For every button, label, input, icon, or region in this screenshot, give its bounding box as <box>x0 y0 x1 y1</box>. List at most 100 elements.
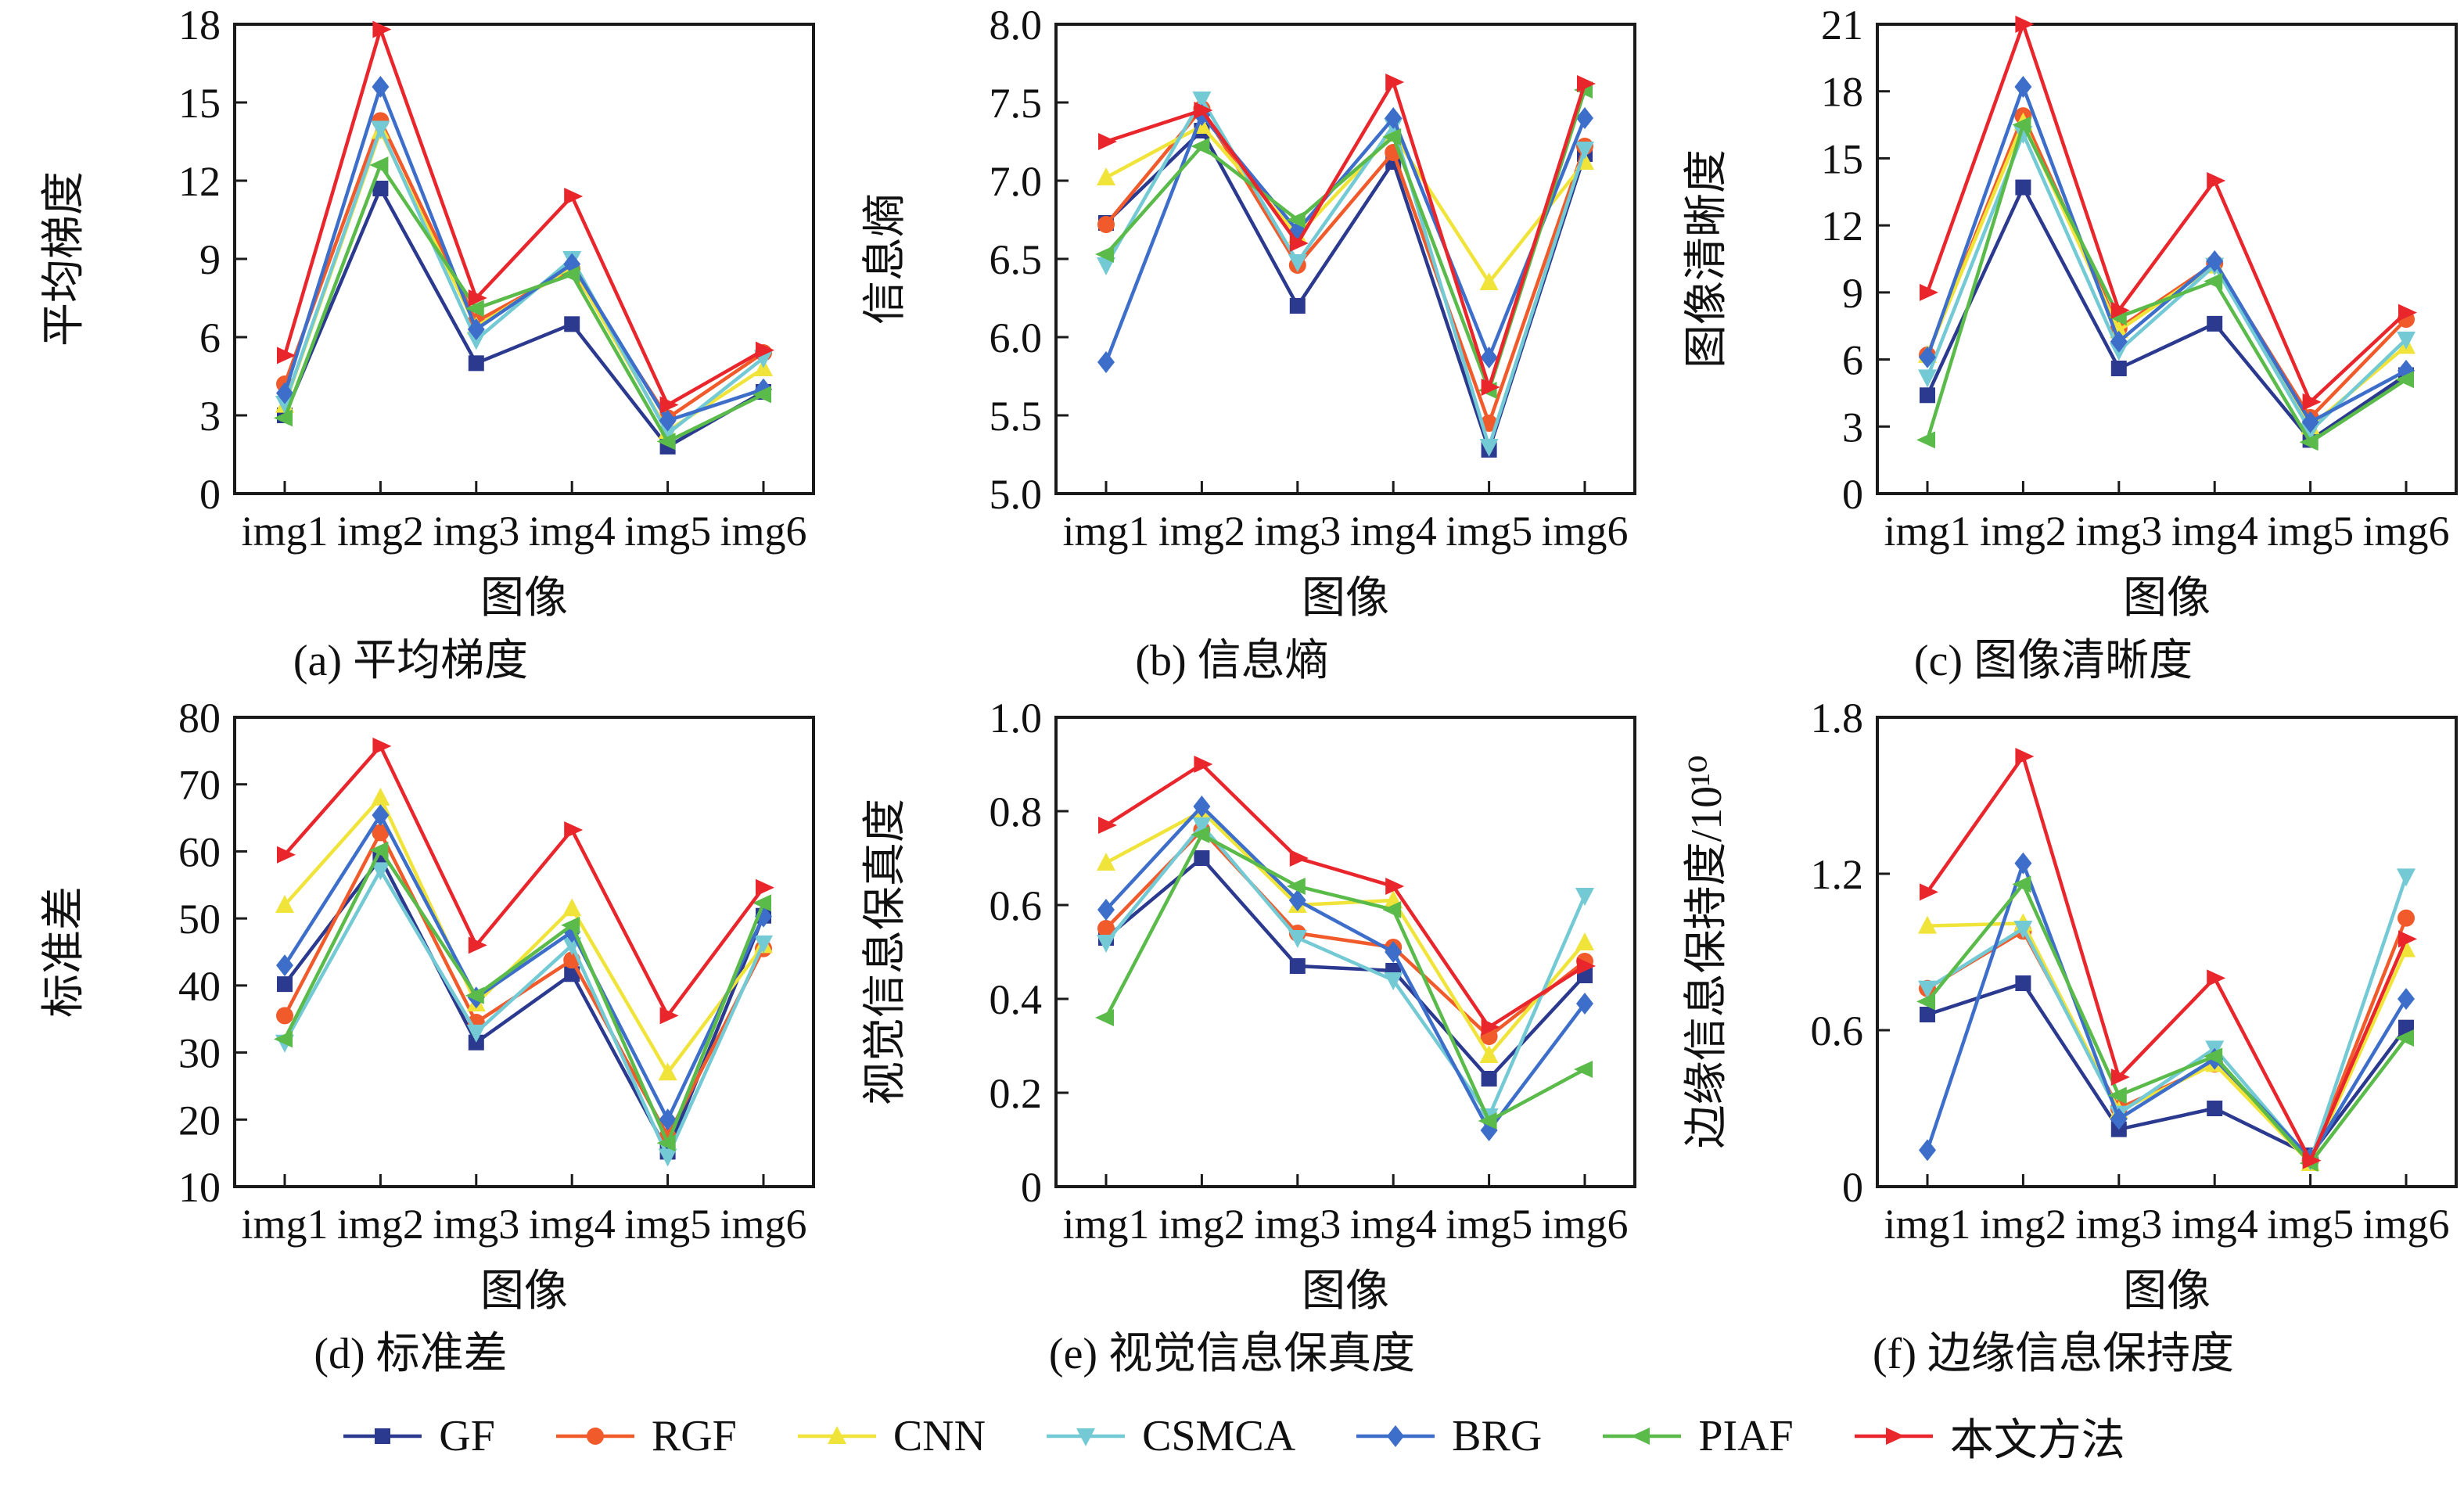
y-tick-label: 3 <box>199 393 221 440</box>
legend-marker-circle-icon <box>555 1428 634 1445</box>
series-本文方法-marker <box>2110 301 2130 319</box>
series-PIAF-marker <box>274 409 293 427</box>
y-tick-label: 6.0 <box>990 314 1043 361</box>
legend-glyph <box>1885 1428 1905 1445</box>
series-RGF-markers <box>1919 107 2415 426</box>
series-GF-marker <box>2015 975 2031 991</box>
x-tick-label: img3 <box>1254 1201 1341 1248</box>
chart-f-caption: (f) 边缘信息保持度 <box>1873 1330 2234 1378</box>
series-GF-line <box>1104 856 1586 1081</box>
series-PIAF-marker <box>2204 1047 2223 1065</box>
series-本文方法-marker <box>756 878 774 896</box>
series-PIAF-marker <box>2012 875 2031 893</box>
series-BRG-marker <box>2110 330 2128 353</box>
series-RGF-marker <box>2398 909 2415 927</box>
series-RGF-markers <box>276 112 772 427</box>
plot-box <box>233 23 815 495</box>
series-BRG-marker <box>1919 1139 1936 1162</box>
series-CSMCA-marker <box>2397 868 2416 887</box>
x-tick-label: img4 <box>1350 508 1437 555</box>
series-PIAF-line <box>282 848 766 1145</box>
series-本文方法-marker <box>756 341 774 359</box>
series-CSMCA-markers <box>1097 817 1594 1126</box>
legend-marker-diamond-icon <box>1356 1425 1435 1447</box>
series-本文方法-markers <box>277 20 774 414</box>
x-tick-label: img3 <box>433 508 519 555</box>
series-GF-marker <box>372 181 389 196</box>
series-RGF-line <box>1104 828 1586 1039</box>
y-tick-label: 6 <box>199 314 221 361</box>
y-tick-label: 40 <box>178 963 221 1010</box>
plot-box <box>233 716 815 1188</box>
series-CSMCA-marker <box>1918 369 1937 388</box>
x-tick-label: img1 <box>241 1201 328 1248</box>
legend-glyph <box>375 1428 391 1444</box>
x-tick-label: img4 <box>1350 1201 1437 1248</box>
series-本文方法-marker <box>1577 75 1596 92</box>
series-BRG-line <box>282 84 764 422</box>
chart-a-caption: (a) 平均梯度 <box>293 637 529 685</box>
series-本文方法-marker <box>2207 969 2226 987</box>
series-PIAF-markers <box>1095 826 1593 1130</box>
plot-box <box>1054 716 1636 1188</box>
series-CSMCA-marker <box>754 935 773 954</box>
series-PIAF-marker <box>1916 431 1935 449</box>
x-tick-label: img4 <box>2171 508 2258 555</box>
series-BRG-marker <box>1288 889 1306 911</box>
series-CSMCA-marker <box>2397 331 2416 350</box>
series-RGF-line <box>1925 113 2408 420</box>
series-本文方法-marker <box>1289 849 1309 867</box>
series-CSMCA-line <box>1104 97 1587 449</box>
x-tick-label: img4 <box>529 508 616 555</box>
series-BRG-markers <box>1097 104 1593 373</box>
series-本文方法-marker <box>659 396 679 414</box>
series-本文方法-marker <box>468 936 487 954</box>
series-本文方法-marker <box>2110 1069 2130 1086</box>
series-本文方法-line <box>282 27 765 407</box>
series-GF-marker <box>468 355 484 372</box>
series-CSMCA-marker <box>371 862 390 881</box>
series-PIAF-line <box>282 163 764 444</box>
series-BRG-marker <box>2014 76 2032 98</box>
series-CNN-marker <box>1097 853 1115 871</box>
series-CSMCA-marker <box>1575 888 1594 906</box>
series-CSMCA-marker <box>1288 930 1307 948</box>
y-tick-label: 0.6 <box>1811 1008 1864 1054</box>
series-GF-marker <box>1194 850 1210 866</box>
series-本文方法-marker <box>468 289 487 307</box>
legend-item-label: 本文方法 <box>1949 1416 2125 1465</box>
series-PIAF-marker <box>752 894 771 912</box>
chart-e-plot: 0 0.2 0.4 0.6 0.8 1.0 img1 img2 img3 img4 img5 img6… <box>861 698 1636 1316</box>
series-BRG-marker <box>1385 941 1403 963</box>
series-GF-marker <box>2207 1101 2223 1116</box>
series-CNN-marker <box>1097 167 1115 185</box>
series-本文方法-marker <box>564 188 584 205</box>
x-tick-label: img5 <box>624 508 711 555</box>
legend-item-label: GF <box>439 1412 495 1460</box>
series-CSMCA-marker <box>466 1024 486 1043</box>
series-CNN-line <box>282 129 765 433</box>
series-本文方法-marker <box>2015 748 2035 765</box>
y-tick-label: 10 <box>178 1164 221 1211</box>
series-本文方法-line <box>1926 754 2408 1162</box>
series-RGF-marker <box>276 1007 293 1025</box>
series-GF-markers <box>1098 850 1593 1087</box>
y-tick-label: 0 <box>1842 1164 1863 1211</box>
series-PIAF-marker <box>1574 1061 1593 1078</box>
y-tick-label: 80 <box>178 698 221 742</box>
series-PIAF-marker <box>369 156 389 174</box>
series-本文方法-marker <box>1577 957 1596 975</box>
series-本文方法-marker <box>1098 133 1117 150</box>
series-PIAF-marker <box>2395 371 2414 389</box>
series-PIAF-marker <box>561 266 580 283</box>
series-BRG-marker <box>1576 993 1593 1015</box>
y-tick-label: 0 <box>1021 1164 1042 1211</box>
series-CSMCA-marker <box>1097 935 1115 953</box>
series-CNN-line <box>1927 921 2408 1166</box>
series-CNN-marker <box>562 898 582 917</box>
series-RGF-marker <box>1097 216 1115 233</box>
y-tick-label: 9 <box>1842 270 1863 317</box>
legend-marker-triangle-up-icon <box>797 1426 876 1444</box>
y-axis-title: 边缘信息保持度/10¹⁰ <box>1683 756 1731 1149</box>
series-PIAF-marker <box>274 1030 293 1048</box>
